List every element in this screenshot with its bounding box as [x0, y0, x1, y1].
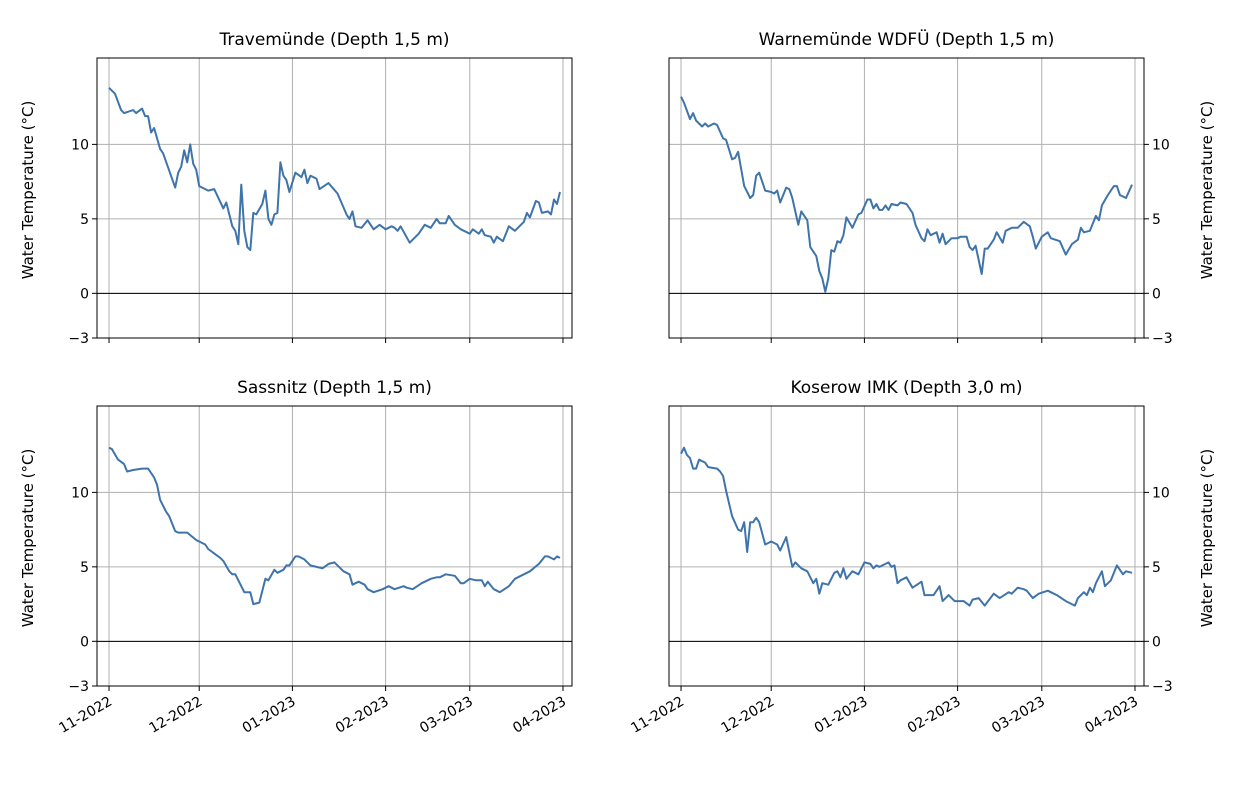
x-tick-label: 11-2022 [56, 694, 115, 737]
x-tick-label: 01-2023 [812, 694, 871, 737]
y-tick-label: −3 [68, 679, 89, 695]
x-tick-label: 12-2022 [147, 694, 206, 737]
subplot-title: Sassnitz (Depth 1,5 m) [237, 378, 432, 398]
y-tick-label: 0 [80, 634, 89, 650]
subplot-title: Travemünde (Depth 1,5 m) [218, 30, 449, 50]
y-tick-label: 0 [1152, 286, 1161, 302]
y-tick-label: 10 [71, 485, 89, 501]
temperature-line [108, 446, 561, 606]
subplot-sassnitz-depth-1-5-m: 11-2022 12-2022 01-2023 02-2023 03-2023 04-20… [19, 378, 573, 737]
axes-frame [96, 57, 573, 339]
x-tick-label: 12-2022 [719, 694, 778, 737]
y-axis-label: Water Temperature (°C) [19, 449, 37, 628]
y-tick-label: 5 [80, 212, 89, 228]
temperature-line [108, 87, 561, 252]
y-tick-label: 10 [1152, 485, 1170, 501]
subplot-travemu-nde-depth-1-5-m: −3 0 5 10 Travemünde (Depth 1,5 m) Water Temp… [19, 30, 573, 347]
temperature-line [680, 446, 1133, 607]
y-tick-label: −3 [1152, 679, 1173, 695]
y-tick-label: 10 [1152, 137, 1170, 153]
subplot-warnemu-nde-wdfu-depth-1-5-m: −3 0 5 10 Warnemünde WDFÜ (Depth 1,5 m) Water… [668, 28, 1216, 347]
x-tick-label: 04-2023 [510, 694, 569, 737]
y-tick-label: 0 [1152, 634, 1161, 650]
y-tick-label: −3 [1152, 331, 1173, 347]
y-tick-label: 5 [1152, 212, 1161, 228]
subplot-koserow-imk-depth-3-0-m: 11-2022 12-2022 01-2023 02-2023 03-2023 04-20… [628, 378, 1216, 737]
x-tick-label: 02-2023 [333, 694, 392, 737]
y-tick-label: 5 [1152, 560, 1161, 576]
axes-frame [96, 405, 573, 687]
subplot-title: Warnemünde WDFÜ (Depth 1,5 m) [759, 28, 1055, 50]
x-tick-label: 11-2022 [628, 694, 687, 737]
y-axis-label: Water Temperature (°C) [1198, 101, 1216, 280]
x-tick-label: 01-2023 [240, 694, 299, 737]
y-axis-label: Water Temperature (°C) [1198, 449, 1216, 628]
x-tick-label: 03-2023 [989, 694, 1048, 737]
y-tick-label: −3 [68, 331, 89, 347]
y-tick-label: 5 [80, 560, 89, 576]
axes-frame [668, 405, 1145, 687]
axes-frame [668, 57, 1145, 339]
y-tick-label: 0 [80, 286, 89, 302]
x-tick-label: 02-2023 [905, 694, 964, 737]
y-tick-label: 10 [71, 137, 89, 153]
x-tick-label: 03-2023 [417, 694, 476, 737]
x-tick-label: 04-2023 [1082, 694, 1141, 737]
temperature-line [680, 96, 1133, 293]
subplot-title: Koserow IMK (Depth 3,0 m) [790, 378, 1022, 398]
y-axis-label: Water Temperature (°C) [19, 101, 37, 280]
